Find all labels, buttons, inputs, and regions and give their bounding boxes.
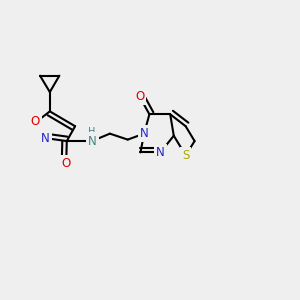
Text: N: N	[140, 127, 148, 140]
Text: S: S	[182, 149, 189, 162]
Text: N: N	[41, 132, 50, 145]
Text: O: O	[61, 157, 71, 170]
Text: O: O	[30, 115, 40, 128]
Text: N: N	[156, 146, 165, 159]
Text: H: H	[88, 127, 96, 136]
Text: N: N	[88, 135, 96, 148]
Text: O: O	[135, 90, 144, 103]
